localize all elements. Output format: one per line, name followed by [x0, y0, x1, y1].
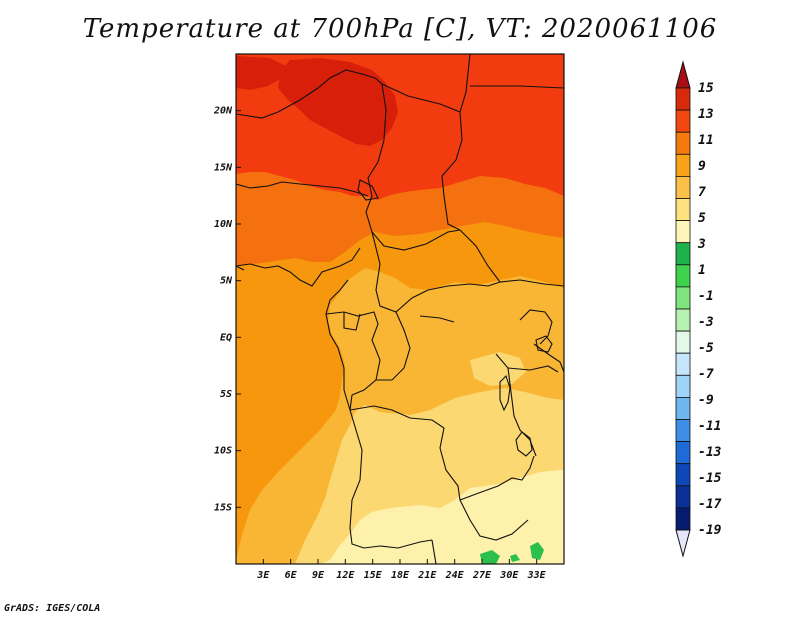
colorbar-swatch — [675, 87, 691, 111]
border-line — [343, 312, 361, 331]
colorbar-swatch — [675, 242, 691, 266]
lake-outline — [419, 315, 455, 323]
border-line — [371, 231, 501, 313]
colorbar-label: -15 — [698, 471, 722, 486]
colorbar-label: 13 — [698, 107, 714, 122]
colorbar: 15 13 11 9 7 5 3 1 -1 -3 -5 -7 -9 -11 -13 -15 -17 -19 — [675, 60, 722, 558]
colorbar-swatch — [675, 485, 691, 509]
border-line — [236, 247, 361, 287]
colorbar-label: -13 — [698, 445, 722, 460]
latitude-axis: 20N 15N 10N 5N EQ 5S 10S 15S — [213, 106, 241, 513]
coastline — [325, 279, 351, 411]
border-line — [349, 394, 461, 501]
border-line — [470, 85, 564, 89]
colorbar-swatch — [675, 330, 691, 354]
colorbar-swatch — [675, 220, 691, 244]
border-line — [376, 311, 411, 381]
green-patch-2 — [530, 542, 544, 560]
colorbar-label: -3 — [698, 315, 714, 330]
lat-tick-label: 20N — [213, 106, 233, 117]
colorbar-bottom-arrow — [675, 529, 691, 558]
border-line — [381, 54, 471, 113]
colorbar-swatch — [675, 396, 691, 420]
lat-tick-label: 10S — [214, 446, 232, 457]
colorbar-label: -19 — [698, 523, 722, 538]
colorbar-swatch — [675, 419, 691, 443]
lon-tick-label: 21E — [417, 570, 437, 581]
lake-outline — [499, 374, 511, 412]
lon-tick-label: 33E — [527, 570, 547, 581]
colorbar-swatch — [675, 308, 691, 332]
colorbar-swatch — [675, 198, 691, 222]
lon-tick-label: 9E — [312, 570, 325, 581]
lon-tick-label: 18E — [391, 570, 410, 581]
warm-patch-northwest — [236, 56, 286, 90]
footer-credit: GrADS: IGES/COLA — [4, 603, 101, 614]
colorbar-label: 3 — [697, 237, 706, 252]
colorbar-swatch — [675, 507, 691, 531]
colorbar-swatch — [675, 131, 691, 155]
lon-tick-label: 3E — [256, 570, 270, 581]
colorbar-swatch — [675, 463, 691, 487]
border-line — [325, 311, 381, 396]
lat-tick-label: 10N — [214, 219, 233, 230]
lat-tick-label: 15S — [214, 502, 232, 513]
colorbar-label: -17 — [698, 497, 722, 512]
lat-tick-label: 5S — [220, 389, 232, 400]
green-patch-1 — [480, 550, 500, 564]
colorbar-swatch — [675, 286, 691, 310]
colorbar-label: -1 — [698, 289, 714, 304]
colorbar-label: 15 — [698, 81, 714, 96]
border-line — [495, 353, 537, 457]
border-line — [236, 69, 383, 119]
border-line — [459, 499, 529, 541]
border-line — [441, 111, 463, 231]
coastline — [236, 265, 245, 271]
colorbar-label: 5 — [698, 211, 706, 226]
border-line — [533, 343, 564, 373]
map-title: Temperature at 700hPa [C], VT: 202006110… — [82, 14, 718, 44]
colorbar-label: -5 — [698, 341, 714, 356]
border-line — [431, 539, 437, 564]
colorbar-label: -11 — [698, 419, 721, 434]
border-line — [365, 195, 461, 251]
colorbar-label: 9 — [698, 159, 706, 174]
lake-outline — [515, 431, 533, 457]
border-line — [507, 365, 559, 373]
lake-outline — [535, 335, 553, 353]
colorbar-label: -7 — [698, 367, 714, 382]
lat-tick-label: 15N — [214, 162, 233, 173]
colorbar-swatch — [675, 352, 691, 376]
band-15plus — [278, 58, 398, 146]
colorbar-label: 7 — [698, 185, 706, 200]
colorbar-label: 1 — [698, 263, 706, 278]
lon-tick-label: 15E — [364, 570, 383, 581]
longitude-axis: 3E 6E 9E 12E 15E 18E 21E 24E 27E 30E 33E — [256, 559, 547, 581]
colorbar-swatch — [675, 441, 691, 465]
border-line — [367, 83, 387, 197]
border-line — [349, 409, 433, 549]
colorbar-swatch — [675, 109, 691, 133]
colorbar-swatch — [675, 175, 691, 199]
lake-outline — [357, 179, 379, 201]
lon-tick-label: 12E — [336, 570, 355, 581]
lon-tick-label: 30E — [499, 570, 519, 581]
colorbar-swatch — [675, 374, 691, 398]
green-patch-3 — [510, 554, 520, 562]
colorbar-swatch — [675, 264, 691, 288]
lat-tick-label: EQ — [220, 332, 232, 343]
colorbar-label: 11 — [698, 133, 714, 148]
lon-tick-label: 24E — [445, 570, 465, 581]
colorbar-swatch — [675, 153, 691, 177]
border-line — [236, 181, 369, 197]
lon-tick-label: 27E — [472, 570, 492, 581]
border-line — [459, 455, 535, 501]
lon-tick-label: 6E — [285, 570, 298, 581]
colorbar-label: -9 — [698, 393, 714, 408]
colorbar-top-arrow — [675, 60, 691, 89]
cool-patch-east — [470, 352, 526, 386]
lat-tick-label: 5N — [220, 276, 233, 287]
boundaries — [236, 54, 564, 564]
